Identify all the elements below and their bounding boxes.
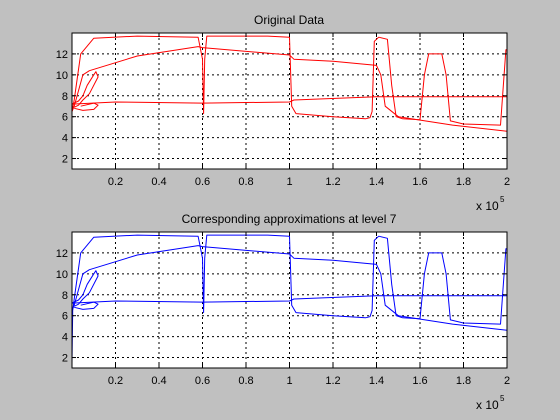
top-subplot: Original Data 0.2 0.4 0.6 0.8 1 1.2 1.4 1.6 1.8 2…: [56, 13, 510, 213]
top-y-tick-label: 6: [62, 112, 68, 124]
top-plot-title: Original Data: [254, 13, 324, 27]
top-x-tick-label: 0.8: [238, 176, 253, 188]
top-x-tick-label: 1: [286, 176, 292, 188]
bottom-y-tick-label: 6: [62, 311, 68, 323]
top-series-line-2: [71, 46, 508, 132]
top-x-tick-label: 1.8: [456, 176, 471, 188]
top-x-tick-label: 0.4: [151, 176, 166, 188]
top-series-line-5: [74, 102, 99, 111]
bottom-x-tick-label: 0.2: [108, 375, 123, 387]
top-x-tick-label: 2: [504, 176, 510, 188]
bottom-x-tick-label: 1.2: [325, 375, 340, 387]
top-y-tick-label: 12: [56, 49, 68, 61]
top-y-tick-label: 10: [56, 70, 68, 82]
top-y-tick-label: 4: [62, 133, 68, 145]
top-y-tick-label: 8: [62, 91, 68, 103]
bottom-x-ticks: 0.2 0.4 0.6 0.8 1 1.2 1.4 1.6 1.8 2: [108, 232, 510, 387]
bottom-series-line-3: [71, 295, 507, 304]
top-x-multiplier: x 10: [476, 199, 499, 213]
top-x-tick-label: 1.6: [412, 176, 427, 188]
bottom-series-line-1: [71, 234, 507, 363]
bottom-x-tick-label: 0.8: [238, 375, 253, 387]
bottom-x-tick-label: 0.4: [151, 375, 166, 387]
top-x-tick-label: 1.2: [325, 176, 340, 188]
bottom-y-tick-label: 10: [56, 269, 68, 281]
top-y-tick-label: 2: [62, 154, 68, 166]
bottom-y-ticks: 2 4 6 8 10 12: [56, 248, 507, 365]
bottom-x-multiplier-exponent: 5: [500, 394, 505, 403]
top-x-tick-label: 0.2: [108, 176, 123, 188]
top-series-line-3: [71, 96, 507, 105]
bottom-x-tick-label: 1.4: [369, 375, 384, 387]
top-x-tick-label: 0.6: [195, 176, 210, 188]
bottom-y-tick-label: 2: [62, 353, 68, 365]
top-x-tick-label: 1.4: [369, 176, 384, 188]
bottom-y-tick-label: 8: [62, 290, 68, 302]
bottom-x-multiplier: x 10: [476, 398, 499, 412]
top-series-line-4: [71, 71, 99, 108]
bottom-data-lines: [71, 234, 508, 363]
bottom-series-line-5: [74, 301, 99, 310]
bottom-x-tick-label: 1: [286, 375, 292, 387]
top-series-line-1: [71, 35, 507, 126]
bottom-x-tick-label: 2: [504, 375, 510, 387]
top-x-ticks: 0.2 0.4 0.6 0.8 1 1.2 1.4 1.6 1.8 2: [108, 33, 510, 188]
bottom-x-tick-label: 0.6: [195, 375, 210, 387]
top-data-lines: [71, 35, 508, 132]
bottom-x-tick-label: 1.8: [456, 375, 471, 387]
bottom-series-line-4: [71, 270, 99, 307]
top-x-multiplier-exponent: 5: [500, 195, 505, 204]
top-y-ticks: 2 4 6 8 10 12: [56, 49, 507, 166]
bottom-y-tick-label: 4: [62, 332, 68, 344]
bottom-plot-title: Corresponding approximations at level 7: [182, 212, 397, 226]
bottom-subplot: Corresponding approximations at level 7 …: [56, 212, 510, 412]
bottom-series-line-2: [71, 245, 508, 331]
bottom-x-tick-label: 1.6: [412, 375, 427, 387]
bottom-y-tick-label: 12: [56, 248, 68, 260]
